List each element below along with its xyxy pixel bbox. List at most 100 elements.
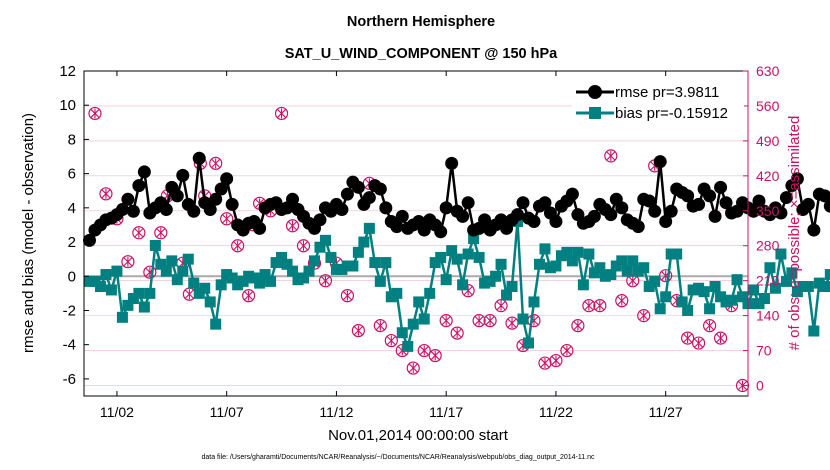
obs-assimilated-point-34 [441, 315, 451, 326]
rmse-point-113 [703, 189, 717, 203]
x-tick-label-0: 11/02 [100, 404, 134, 420]
bias-point-17 [177, 265, 189, 277]
bias-point-58 [402, 340, 414, 352]
bias-point-99 [627, 255, 639, 267]
y-left-tick-label-5: 2 [68, 234, 76, 251]
bias-point-101 [638, 262, 650, 274]
rmse-point-83 [538, 196, 552, 210]
obs-assimilated-point-28 [375, 320, 385, 331]
obs-possible-point-12 [209, 156, 223, 170]
bias-point-80 [522, 337, 534, 349]
bias-point-108 [676, 296, 688, 308]
bias-series-layer [83, 216, 830, 352]
bias-point-61 [418, 313, 430, 325]
bias-point-79 [517, 313, 529, 325]
bias-point-76 [501, 289, 513, 301]
bias-point-127 [780, 275, 792, 287]
rmse-point-114 [708, 209, 722, 223]
rmse-point-121 [746, 204, 760, 218]
rmse-point-102 [642, 194, 656, 208]
bias-point-114 [709, 281, 721, 293]
obs-assimilated-point-45 [562, 345, 572, 356]
y-right-tick-label-7: 140 [756, 308, 780, 324]
bias-point-67 [451, 253, 463, 265]
rmse-point-7 [121, 192, 135, 206]
x-tick-label-2: 11/12 [319, 404, 353, 420]
bias-point-126 [775, 248, 787, 260]
data-file-footnote: data file: /Users/gharamti/Documents/NCA… [201, 454, 595, 461]
bias-point-93 [594, 262, 606, 274]
x-axis-label: Nov.01,2014 00:00:00 start [328, 427, 509, 444]
rmse-point-88 [565, 187, 579, 201]
bias-point-40 [303, 265, 315, 277]
obs-assimilated-point-44 [551, 355, 561, 366]
obs-assimilated-point-29 [386, 335, 396, 346]
bias-point-117 [726, 294, 738, 306]
bias-point-74 [490, 270, 502, 282]
obs-assimilated-point-13 [222, 213, 232, 224]
bias-point-83 [539, 243, 551, 255]
rmse-point-116 [719, 196, 733, 210]
rmse-point-95 [604, 208, 618, 222]
obs-assimilated-point-46 [573, 320, 583, 331]
bias-point-15 [166, 255, 178, 267]
obs-assimilated-point-25 [343, 290, 352, 301]
bias-point-66 [446, 245, 458, 257]
obs-assimilated-point-14 [233, 240, 243, 251]
tick-layer: 121086420-2-4-66305604904203502802101407… [59, 63, 779, 420]
bias-point-85 [550, 260, 562, 272]
bias-point-43 [319, 234, 331, 246]
bias-point-4 [105, 284, 117, 296]
obs-assimilated-point-37 [474, 315, 484, 326]
legend-box [572, 76, 744, 128]
obs-assimilated-point-20 [288, 220, 297, 231]
rmse-point-17 [176, 168, 190, 182]
obs-possible-point-14 [231, 239, 245, 253]
legend-rmse-label: rmse pr=3.9811 [615, 84, 719, 101]
rmse-point-31 [253, 221, 267, 235]
rmse-point-37 [286, 192, 300, 206]
obs-possible-point-45 [560, 343, 574, 358]
x-tick-label-4: 11/22 [539, 404, 573, 420]
obs-possible-point-29 [384, 333, 398, 348]
obs-possible-point-26 [351, 324, 365, 338]
bias-point-60 [413, 296, 425, 308]
bias-point-24 [215, 279, 227, 291]
bias-point-52 [369, 257, 381, 269]
bias-point-2 [94, 281, 106, 293]
bias-point-75 [495, 258, 507, 270]
x-tick-label-1: 11/07 [210, 404, 244, 420]
obs-possible-point-35 [450, 326, 464, 340]
obs-assimilated-point-15 [244, 290, 254, 301]
rmse-point-135 [823, 199, 830, 213]
bias-point-71 [473, 251, 485, 263]
obs-possible-point-47 [582, 299, 596, 313]
obs-assimilated-point-1 [101, 188, 111, 199]
bias-point-3 [100, 269, 112, 281]
grid-layer [84, 70, 748, 386]
rmse-point-104 [653, 155, 667, 169]
bias-point-118 [731, 274, 743, 286]
bias-point-131 [802, 281, 814, 293]
bias-point-112 [698, 286, 710, 298]
rmse-point-14 [159, 203, 173, 217]
rmse-point-9 [132, 179, 146, 193]
rmse-point-66 [445, 156, 459, 170]
bias-point-19 [188, 277, 200, 289]
obs-assimilated-point-59 [716, 333, 725, 344]
bias-point-77 [506, 281, 518, 293]
bias-point-42 [314, 241, 326, 253]
y-left-tick-label-2: 8 [68, 131, 76, 148]
bias-point-65 [440, 274, 452, 286]
bias-point-35 [276, 251, 288, 263]
rmse-point-69 [461, 196, 475, 210]
rmse-point-26 [225, 197, 239, 211]
obs-assimilated-point-50 [617, 295, 627, 306]
rmse-point-42 [313, 213, 327, 227]
rmse-point-126 [774, 206, 788, 220]
bias-point-87 [561, 246, 573, 258]
rmse-point-25 [220, 172, 234, 186]
bias-point-59 [407, 318, 419, 330]
x-tick-label-5: 11/27 [649, 404, 683, 420]
